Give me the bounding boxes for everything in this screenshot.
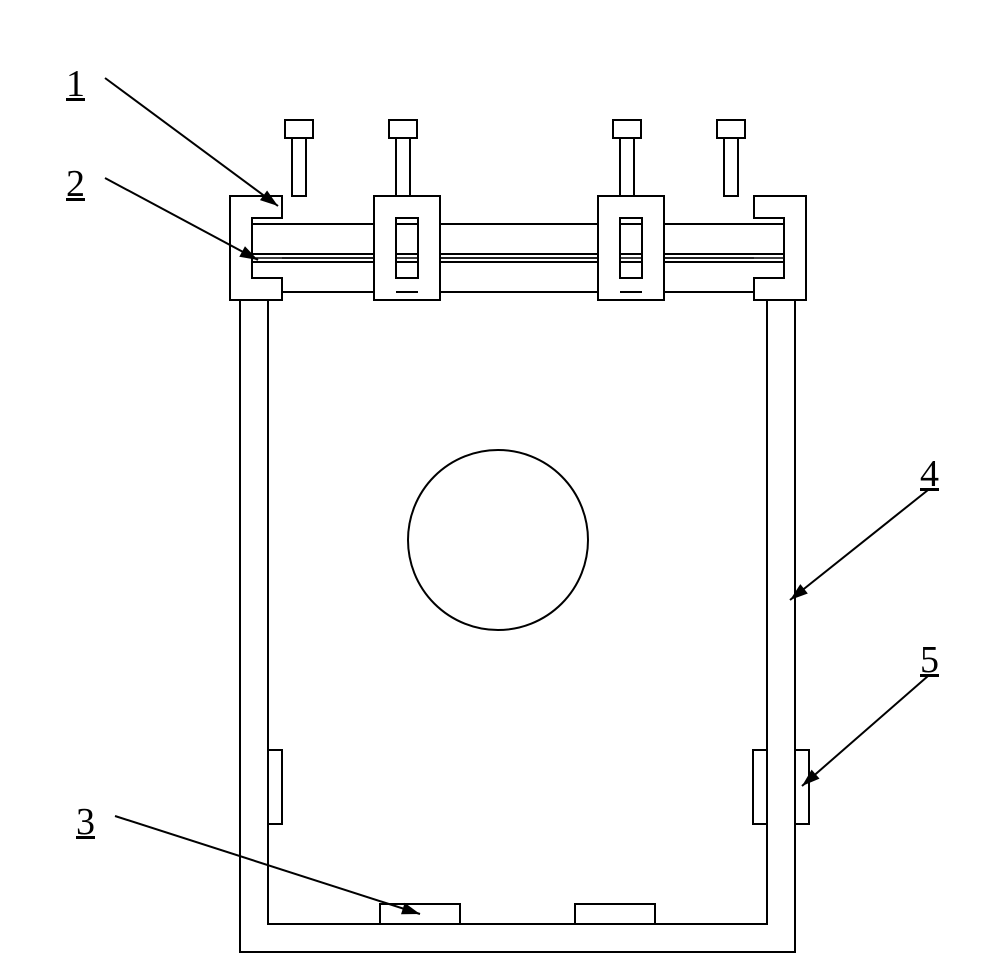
callout-label-1: 1 xyxy=(66,62,85,106)
callout-label-5: 5 xyxy=(920,638,939,682)
diagram-svg xyxy=(0,0,1000,967)
callout-label-2: 2 xyxy=(66,162,85,206)
callout-label-3: 3 xyxy=(76,800,95,844)
callout-label-4: 4 xyxy=(920,452,939,496)
